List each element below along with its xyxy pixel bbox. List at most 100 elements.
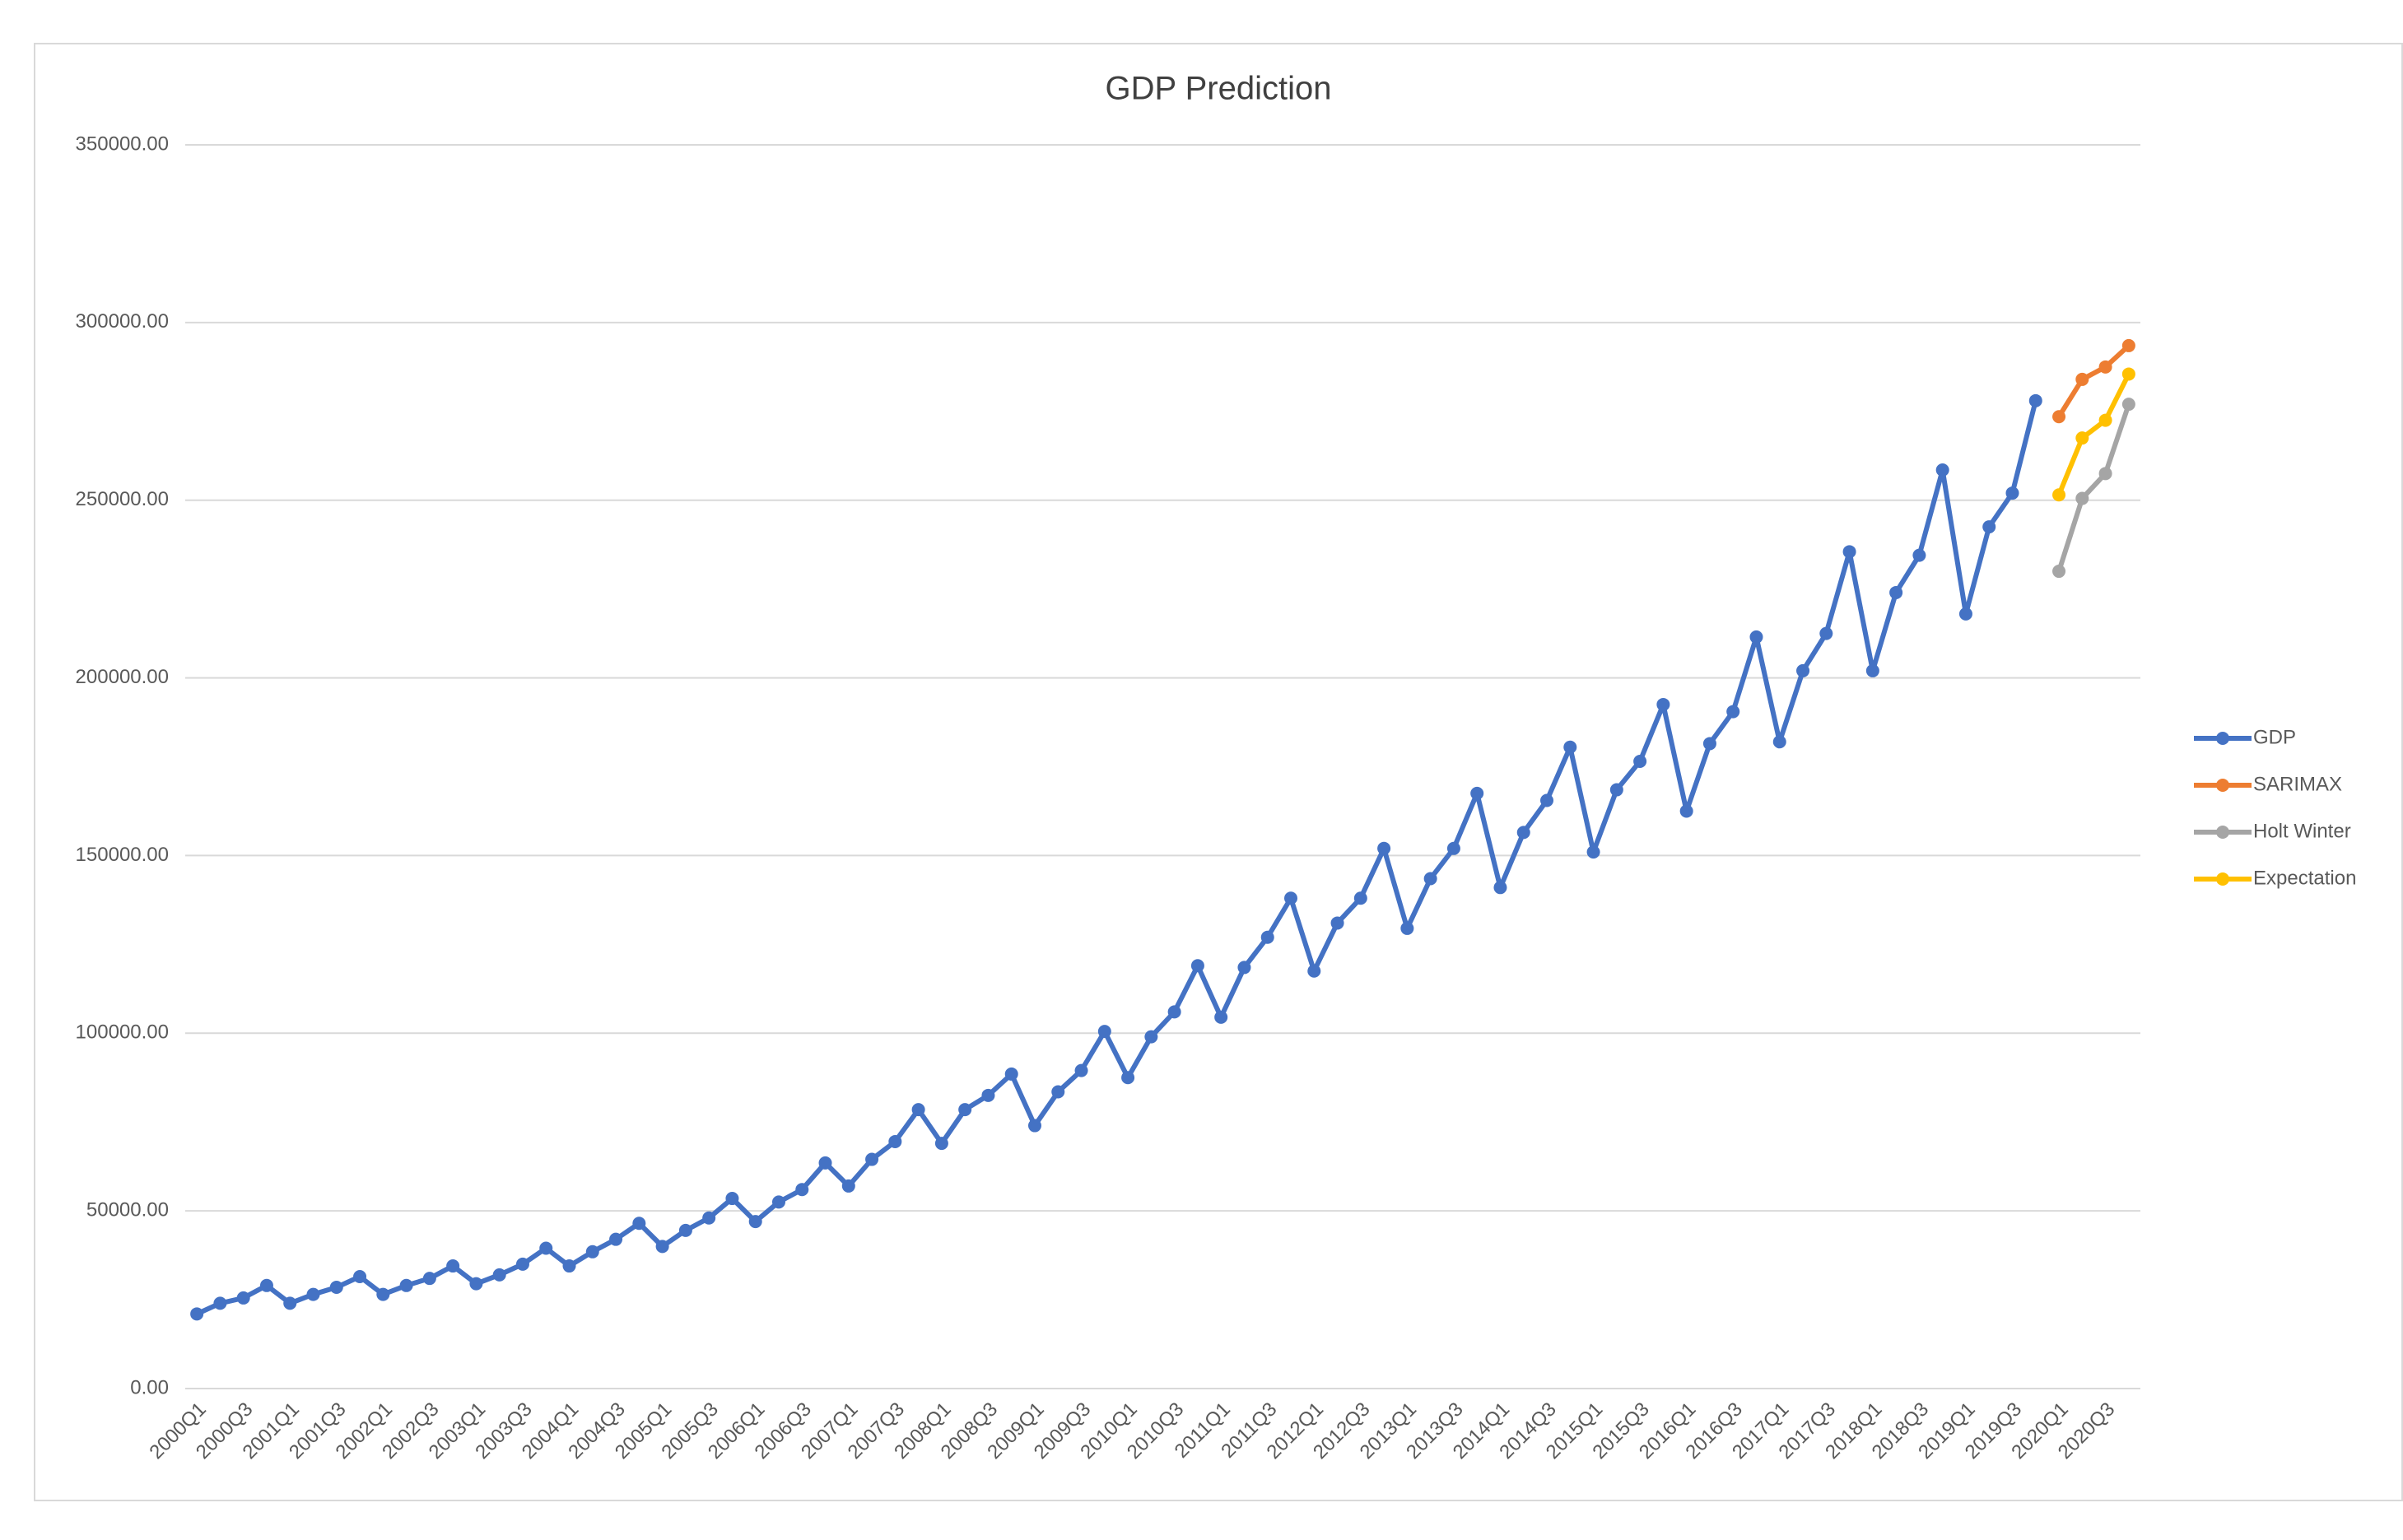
point: [1423, 872, 1437, 886]
point: [655, 1240, 669, 1254]
point: [469, 1277, 483, 1291]
point: [1889, 585, 1903, 599]
point: [1353, 891, 1367, 905]
point: [1726, 705, 1740, 719]
point: [190, 1307, 204, 1321]
point: [678, 1223, 692, 1237]
point: [1004, 1067, 1018, 1081]
point: [1772, 735, 1786, 749]
point: [539, 1241, 553, 1255]
point: [2121, 367, 2135, 381]
point: [2075, 491, 2089, 505]
point: [1540, 793, 1554, 807]
point: [818, 1156, 832, 1170]
series-line: [2056, 343, 2131, 418]
y-tick-label: 200000.00: [76, 666, 169, 688]
series-line: [2056, 403, 2131, 572]
point: [259, 1278, 273, 1292]
point: [1097, 1025, 1111, 1039]
point: [236, 1291, 250, 1305]
legend-marker: [2216, 872, 2229, 886]
point: [1121, 1071, 1135, 1085]
point: [1656, 697, 1670, 711]
point: [585, 1245, 599, 1259]
point: [562, 1259, 576, 1273]
point: [283, 1296, 297, 1310]
point: [1190, 959, 1204, 973]
chart-title: GDP Prediction: [1106, 71, 1332, 107]
point: [1679, 804, 1693, 818]
point: [1446, 841, 1460, 855]
point: [353, 1270, 367, 1284]
point: [1633, 755, 1647, 769]
point: [865, 1152, 879, 1166]
point: [888, 1134, 902, 1148]
point: [1051, 1085, 1065, 1099]
y-tick-label: 250000.00: [76, 488, 169, 510]
point: [1702, 737, 1716, 751]
point: [725, 1192, 739, 1206]
point: [1237, 961, 1251, 975]
point: [1027, 1119, 1041, 1133]
point: [1167, 1005, 1181, 1019]
point: [795, 1183, 809, 1197]
point: [1493, 881, 1507, 895]
point: [2052, 410, 2066, 424]
point: [2098, 413, 2112, 427]
point: [2098, 360, 2112, 374]
point: [1074, 1063, 1088, 1077]
point: [1958, 607, 1972, 621]
point: [446, 1259, 460, 1273]
point: [329, 1280, 343, 1294]
point: [1214, 1010, 1228, 1024]
point: [2052, 488, 2066, 502]
y-tick-label: 50000.00: [86, 1198, 169, 1221]
legend-marker: [2216, 826, 2229, 839]
point: [1749, 630, 1763, 644]
point: [1377, 841, 1391, 855]
series-line: [2056, 373, 2131, 496]
point: [2052, 565, 2066, 579]
point: [1609, 783, 1623, 797]
point: [2121, 398, 2135, 412]
point: [1516, 826, 1530, 840]
point: [702, 1211, 716, 1225]
point: [771, 1195, 785, 1209]
point: [911, 1103, 925, 1117]
point: [1307, 964, 1321, 978]
legend-marker: [2216, 732, 2229, 745]
y-tick-label: 100000.00: [76, 1021, 169, 1044]
point: [2098, 467, 2112, 481]
point: [1819, 626, 1833, 640]
legend-label: SARIMAX: [2253, 773, 2342, 795]
legend-label: GDP: [2253, 726, 2296, 748]
point: [2121, 338, 2135, 352]
point: [2075, 372, 2089, 386]
point: [958, 1103, 972, 1117]
point: [1470, 786, 1484, 800]
point: [1912, 548, 1926, 562]
point: [981, 1088, 995, 1102]
y-tick-label: 300000.00: [76, 310, 169, 333]
point: [1260, 930, 1274, 944]
point: [841, 1179, 855, 1193]
point: [632, 1217, 646, 1231]
point: [2005, 486, 2019, 500]
legend-label: Holt Winter: [2253, 820, 2351, 842]
y-tick-label: 350000.00: [76, 133, 169, 155]
point: [609, 1232, 623, 1246]
point: [748, 1215, 762, 1229]
legend-label: Expectation: [2253, 867, 2356, 889]
point: [1330, 916, 1344, 930]
point: [934, 1137, 948, 1151]
point: [1842, 545, 1856, 559]
point: [1144, 1030, 1158, 1044]
point: [376, 1287, 390, 1301]
chart-border: [34, 43, 2403, 1501]
point: [1400, 921, 1414, 935]
point: [1865, 663, 1879, 677]
point: [306, 1287, 320, 1301]
y-tick-label: 0.00: [130, 1376, 169, 1398]
